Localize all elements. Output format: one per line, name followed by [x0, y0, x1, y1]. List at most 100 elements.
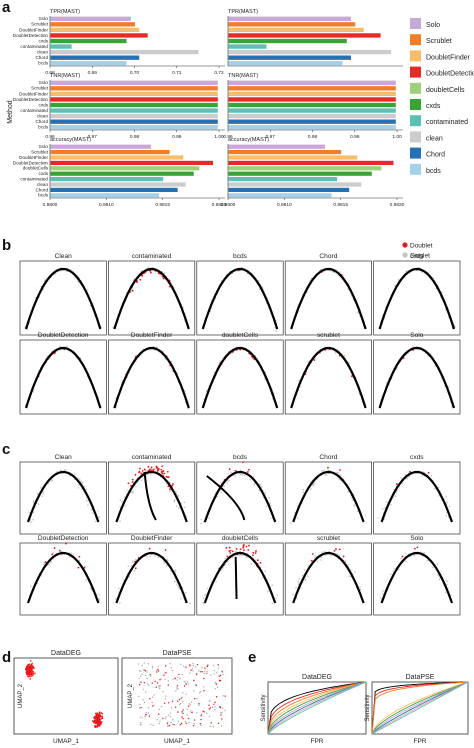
doublet-point — [162, 470, 165, 473]
umap-point — [151, 667, 154, 669]
umap-point — [199, 723, 202, 725]
bar-Chord — [50, 119, 218, 124]
singlet-point — [241, 554, 243, 556]
umap-point — [145, 711, 147, 714]
doublet-point — [327, 466, 329, 469]
umap-point — [30, 672, 33, 675]
singlet-point — [219, 360, 222, 362]
umap-point — [192, 670, 194, 672]
singlet-point — [239, 473, 242, 476]
singlet-point — [303, 569, 306, 571]
method-axis-label: Method — [7, 100, 14, 123]
umap-point — [26, 674, 29, 676]
umap-point — [170, 667, 172, 669]
umap-point — [175, 690, 177, 692]
umap-point — [203, 672, 205, 675]
singlet-point — [227, 472, 230, 475]
umap-point — [176, 676, 179, 678]
trajectory-curve — [115, 551, 188, 604]
singlet-point — [445, 514, 448, 517]
doublet-point — [427, 471, 430, 474]
umap-point — [181, 700, 184, 702]
umap-point — [147, 663, 150, 665]
singlet-point — [90, 508, 93, 511]
singlet-point — [224, 557, 227, 560]
bar-cxds — [228, 38, 347, 44]
singlet-point — [206, 587, 209, 590]
umap-point — [156, 669, 158, 672]
umap-point — [96, 724, 99, 727]
singlet-point — [395, 491, 398, 494]
umap-point — [182, 665, 185, 667]
plot-frame — [108, 260, 196, 336]
singlet-point — [266, 590, 269, 593]
singlet-point — [432, 566, 434, 569]
umap-point — [200, 691, 202, 693]
legend-label-singlet: Singlet — [410, 253, 430, 260]
doublet-point — [245, 545, 248, 548]
x-axis-label: FPR — [414, 738, 427, 745]
trajectory-curve — [290, 267, 367, 330]
legend-swatch-bcds — [410, 163, 421, 175]
plot-frame — [284, 260, 372, 336]
plot-title: cxds — [410, 454, 424, 461]
ytick-label: contaminated — [20, 176, 48, 181]
umap-point — [98, 713, 101, 716]
xtick-label: 0.70 — [130, 70, 140, 76]
umap-point — [139, 724, 142, 726]
plot-frame — [19, 339, 107, 415]
umap-point — [142, 699, 144, 701]
singlet-point — [47, 482, 50, 485]
singlet-point — [264, 491, 267, 494]
umap-point — [193, 719, 196, 721]
singlet-point — [85, 488, 88, 491]
umap-point — [187, 717, 190, 720]
roc-curve — [267, 681, 367, 735]
umap-point — [101, 715, 104, 718]
umap-point — [164, 698, 167, 700]
bar-Solo — [228, 80, 396, 85]
doublet-point — [141, 469, 144, 472]
plot-frame — [284, 339, 372, 415]
singlet-point — [65, 270, 68, 273]
singlet-point — [307, 361, 309, 364]
singlet-point — [445, 579, 447, 582]
singlet-point — [316, 560, 319, 563]
umap-point — [151, 682, 153, 684]
xtick-label: 0.9820 — [390, 202, 405, 208]
singlet-point — [78, 478, 81, 480]
legend-swatch-doubletCells — [410, 82, 421, 94]
singlet-point — [86, 499, 88, 502]
umap-point — [214, 681, 217, 684]
bar-contaminated — [228, 177, 338, 182]
umap-point — [155, 686, 157, 688]
singlet-point — [56, 470, 59, 473]
umap-point — [208, 704, 210, 706]
panel-letter-c: c — [2, 441, 10, 458]
bar-contaminated — [50, 177, 164, 182]
singlet-point — [400, 557, 403, 560]
umap-point — [222, 695, 224, 697]
singlet-point — [163, 560, 165, 563]
umap-point — [194, 683, 196, 686]
trajectory-curve — [24, 267, 102, 330]
umap-point — [30, 663, 33, 666]
singlet-point — [347, 563, 349, 566]
umap-point — [138, 670, 141, 672]
doublet-point — [134, 567, 137, 570]
legend-swatch-cxds — [410, 99, 421, 110]
plot-frame — [373, 542, 461, 616]
trajectory-curve — [378, 346, 456, 409]
bar-DoubletFinder — [228, 155, 358, 160]
umap-point — [188, 705, 190, 707]
umap-point — [203, 690, 205, 692]
doublet-point — [156, 468, 159, 470]
umap-point — [214, 688, 216, 690]
chart-title: TNR(MAST) — [228, 73, 258, 79]
plot-title: Solo — [410, 332, 424, 339]
xtick-label: 0.97 — [88, 134, 98, 140]
plot-frame — [13, 657, 119, 735]
umap-point — [186, 681, 188, 683]
singlet-point — [199, 522, 202, 525]
umap-point — [179, 677, 181, 680]
